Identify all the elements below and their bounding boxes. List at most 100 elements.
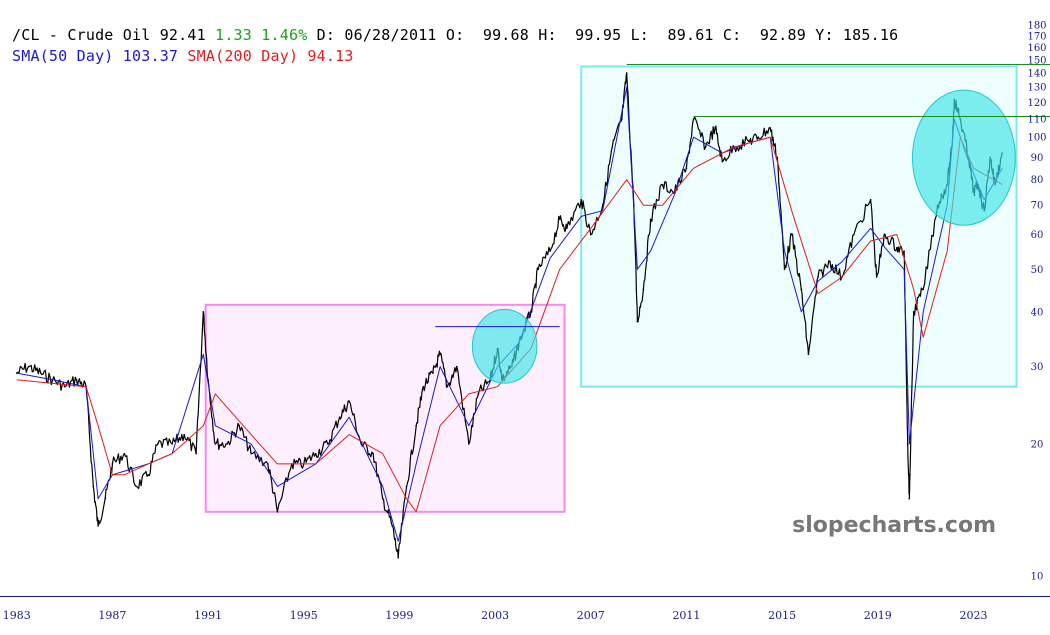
price-point [549,250,551,252]
x-tick-label: 2003 [481,609,509,622]
price-point [456,365,458,368]
y-tick-label: 20 [1031,439,1044,450]
price-point [405,485,408,488]
price-point [649,218,652,221]
price-point [601,204,604,206]
y-tick-label: 50 [1031,265,1044,276]
price-point [97,525,99,527]
x-tick-label: 1995 [290,609,318,622]
x-tick-label: 2023 [959,609,987,622]
price-point [226,443,229,445]
price-point [314,452,317,455]
y-tick-label: 60 [1031,230,1044,241]
price-point [135,485,138,488]
price-point [27,365,30,368]
price-point [171,443,174,445]
price-point [338,416,341,419]
overlay-layer [435,63,1050,384]
price-point [757,136,760,139]
price-point [111,463,114,465]
price-point [446,385,449,388]
price-point [589,233,592,236]
date-value: 06/28/2011 [344,26,437,44]
price-point [621,118,623,120]
watermark: slopecharts.com [792,513,996,538]
price-point [195,452,197,455]
price-point [250,452,252,455]
price-point [769,127,771,129]
price-point [157,443,159,445]
price-point [642,288,645,291]
sma50-label: SMA(50 Day) [12,47,114,65]
y-tick-label: 30 [1031,362,1044,373]
low-value: 89.61 [667,26,714,44]
price-point [183,433,185,436]
price-point [326,443,329,445]
price-point [267,463,269,465]
open-value: 99.68 [482,26,529,44]
price-point [829,261,831,263]
price-point [75,378,78,381]
price-point [276,511,279,513]
price-point [348,400,351,403]
price-point [202,310,205,313]
price-point [853,233,855,236]
y-tick-label: 40 [1031,307,1044,318]
price-point [783,268,786,271]
price-point [908,497,911,500]
price-point [896,246,898,249]
price-point [566,227,568,230]
y-axis: 1020304050607080901001101201301401501601… [1027,21,1046,583]
last-price: 92.41 [159,26,206,44]
y-tick-label: 150 [1027,55,1046,66]
x-tick-label: 2015 [768,609,796,622]
price-point [776,156,779,159]
y-tick-label: 170 [1027,32,1046,43]
price-point [238,424,240,427]
price-point [467,443,470,445]
price-change: 1.33 [215,26,253,44]
y-tick-label: 10 [1031,571,1044,582]
price-point [661,183,664,186]
high-label: H: [538,26,557,44]
price-point [580,199,583,201]
open-label: O: [445,26,465,44]
close-label: C: [722,26,742,44]
sma200-label: SMA(200 Day) [187,47,299,65]
price-point [391,525,394,527]
price-point [477,393,480,395]
x-tick-label: 2019 [864,609,892,622]
price-point [372,452,374,455]
sma200-value: 94.13 [307,47,354,65]
price-point [415,424,417,427]
x-tick-label: 1999 [385,609,413,622]
price-point [704,146,707,148]
y-tick-label: 80 [1031,175,1044,186]
sma50-series-line [16,86,1003,542]
price-point [721,160,724,163]
y-tick-label: 120 [1027,98,1046,109]
price-point [397,556,400,559]
sma50-value: 103.37 [122,47,179,65]
price-point [104,497,107,500]
price-point [906,443,909,445]
high-value: 99.95 [575,26,622,44]
low-label: L: [630,26,650,44]
price-point [912,310,915,313]
y-label: Y: [815,26,834,44]
price-point [537,268,539,271]
price-point [214,443,217,445]
price-point [611,146,614,148]
highlight-ellipse-3 [911,89,1016,226]
y-tick-label: 130 [1027,83,1046,94]
y-tick-label: 100 [1027,133,1046,144]
x-tick-label: 2011 [672,609,700,622]
price-point [714,127,716,129]
y-tick-label: 110 [1027,115,1046,126]
annotation-layer [204,65,1018,513]
y-tick-label: 160 [1027,43,1046,54]
price-point [381,497,384,500]
price-point [558,218,561,221]
price-point [636,320,639,323]
